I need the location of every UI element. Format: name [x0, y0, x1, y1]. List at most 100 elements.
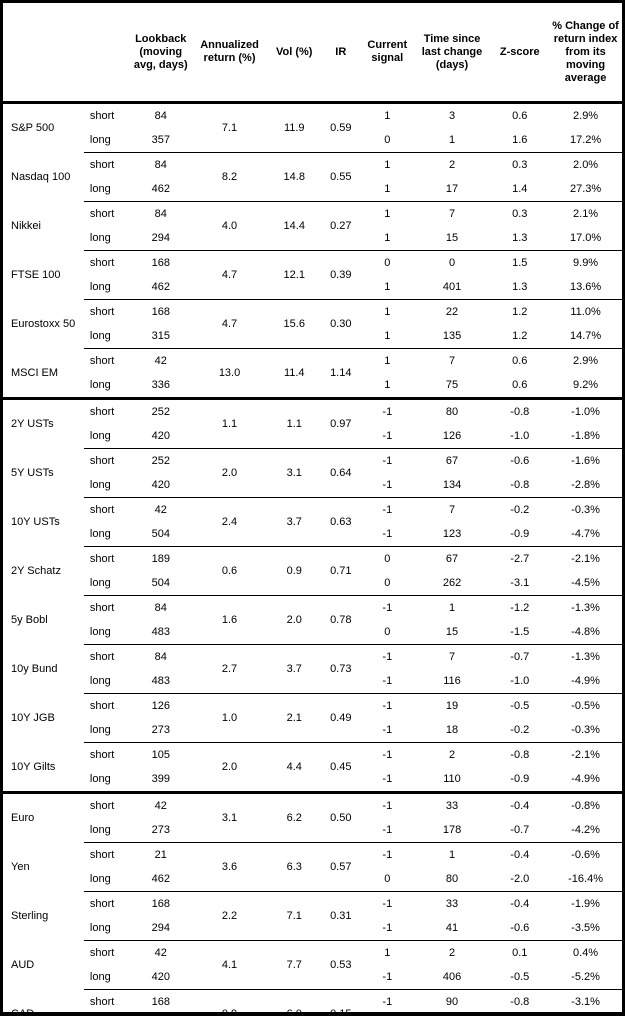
- vol-value: 3.7: [267, 497, 321, 547]
- lookback-value: 420: [130, 473, 192, 498]
- lookback-value: 42: [130, 940, 192, 965]
- time-since-value: 116: [413, 669, 491, 694]
- table-row-yen-short: Yen short 21 3.6 6.3 0.57 -1 1 -0.4 -0.6%: [3, 842, 622, 892]
- horizon-label: short: [83, 842, 131, 867]
- zscore-value: 1.4: [490, 177, 550, 202]
- horizon-label: long: [83, 571, 131, 596]
- zscore-value: -2.7: [490, 546, 550, 571]
- pct-change-value: -4.9%: [549, 669, 622, 694]
- ir-value: 0.15: [320, 989, 361, 1012]
- horizon-label: long: [83, 818, 131, 843]
- pct-change-value: 2.1%: [549, 201, 622, 226]
- current-signal-value: -1: [361, 448, 414, 473]
- pct-change-value: -0.8%: [549, 791, 622, 818]
- asset-name: 10Y JGB: [3, 693, 84, 743]
- ir-value: 0.45: [320, 742, 361, 793]
- current-signal-value: 0: [361, 620, 414, 645]
- table-row-2y-schatz-long: long 504 0 262 -3.1 -4.5%: [3, 571, 622, 596]
- table-body: S&P 500 short 84 7.1 11.9 0.59 1 3 0.6 2.9% long 35…: [3, 102, 622, 1012]
- time-since-value: 7: [413, 644, 491, 669]
- lookback-value: 252: [130, 397, 192, 424]
- zscore-value: -0.9: [490, 522, 550, 547]
- lookback-value: 294: [130, 226, 192, 251]
- pct-change-value: -16.4%: [549, 867, 622, 892]
- table-row-5y-bobl-short: 5y Bobl short 84 1.6 2.0 0.78 -1 1 -1.2 -1.3%: [3, 595, 622, 645]
- current-signal-value: -1: [361, 522, 414, 547]
- table-row-10y-gilts-short: 10Y Gilts short 105 2.0 4.4 0.45 -1 2 -0.8 -2.1%: [3, 742, 622, 793]
- col-header-current-signal: Current signal: [361, 3, 414, 104]
- vol-value: 6.3: [267, 842, 321, 892]
- time-since-value: 126: [413, 424, 491, 449]
- horizon-label: long: [83, 669, 131, 694]
- ir-value: 0.53: [320, 940, 361, 990]
- annualized-return-value: 0.6: [191, 546, 268, 596]
- vol-value: 0.9: [267, 546, 321, 596]
- ir-value: 0.63: [320, 497, 361, 547]
- horizon-label: short: [83, 152, 131, 177]
- current-signal-value: 1: [361, 348, 414, 373]
- lookback-value: 168: [130, 989, 192, 1012]
- time-since-value: 1: [413, 842, 491, 867]
- col-header-vol: Vol (%): [267, 3, 321, 104]
- current-signal-value: 0: [361, 546, 414, 571]
- zscore-value: -0.5: [490, 965, 550, 990]
- lookback-value: 126: [130, 693, 192, 718]
- current-signal-value: 0: [361, 571, 414, 596]
- annualized-return-value: 3.1: [191, 791, 268, 843]
- table-row-eurostoxx-50-short: Eurostoxx 50 short 168 4.7 15.6 0.30 1 22 1.2 11.…: [3, 299, 622, 349]
- lookback-value: 483: [130, 620, 192, 645]
- ir-value: 0.78: [320, 595, 361, 645]
- lookback-value: 420: [130, 965, 192, 990]
- time-since-value: 178: [413, 818, 491, 843]
- vol-value: 14.8: [267, 152, 321, 202]
- table-row-aud-short: AUD short 42 4.1 7.7 0.53 1 2 0.1 0.4%: [3, 940, 622, 990]
- time-since-value: 19: [413, 693, 491, 718]
- vol-value: 3.7: [267, 644, 321, 694]
- asset-name: 2Y USTs: [3, 397, 84, 449]
- vol-value: 11.9: [267, 102, 321, 153]
- zscore-value: 0.3: [490, 201, 550, 226]
- pct-change-value: 9.9%: [549, 250, 622, 275]
- ir-value: 0.59: [320, 102, 361, 153]
- col-header-annualized-return: Annualized return (%): [191, 3, 268, 104]
- current-signal-value: -1: [361, 965, 414, 990]
- current-signal-value: -1: [361, 693, 414, 718]
- time-since-value: 80: [413, 867, 491, 892]
- asset-name: MSCI EM: [3, 348, 84, 399]
- vol-value: 6.0: [267, 989, 321, 1012]
- zscore-value: -1.2: [490, 595, 550, 620]
- time-since-value: 401: [413, 275, 491, 300]
- zscore-value: -0.9: [490, 767, 550, 793]
- pct-change-value: 17.2%: [549, 128, 622, 153]
- vol-value: 14.4: [267, 201, 321, 251]
- annualized-return-value: 2.2: [191, 891, 268, 941]
- ir-value: 1.14: [320, 348, 361, 399]
- lookback-value: 504: [130, 522, 192, 547]
- table-row-5y-usts-long: long 420 -1 134 -0.8 -2.8%: [3, 473, 622, 498]
- vol-value: 6.2: [267, 791, 321, 843]
- time-since-value: 134: [413, 473, 491, 498]
- lookback-value: 189: [130, 546, 192, 571]
- current-signal-value: -1: [361, 818, 414, 843]
- horizon-label: long: [83, 424, 131, 449]
- annualized-return-value: 2.0: [191, 448, 268, 498]
- lookback-value: 273: [130, 818, 192, 843]
- col-header-ir: IR: [320, 3, 361, 104]
- header-row: Lookback (moving avg, days) Annualized r…: [3, 3, 622, 104]
- horizon-label: short: [83, 791, 131, 818]
- zscore-value: -0.8: [490, 397, 550, 424]
- time-since-value: 3: [413, 102, 491, 128]
- lookback-value: 483: [130, 669, 192, 694]
- pct-change-value: -0.6%: [549, 842, 622, 867]
- pct-change-value: -2.1%: [549, 546, 622, 571]
- asset-name: AUD: [3, 940, 84, 990]
- pct-change-value: -4.7%: [549, 522, 622, 547]
- time-since-value: 15: [413, 620, 491, 645]
- time-since-value: 2: [413, 742, 491, 767]
- vol-value: 3.1: [267, 448, 321, 498]
- zscore-value: 1.2: [490, 299, 550, 324]
- time-since-value: 7: [413, 201, 491, 226]
- lookback-value: 462: [130, 275, 192, 300]
- pct-change-value: 9.2%: [549, 373, 622, 399]
- time-since-value: 1: [413, 595, 491, 620]
